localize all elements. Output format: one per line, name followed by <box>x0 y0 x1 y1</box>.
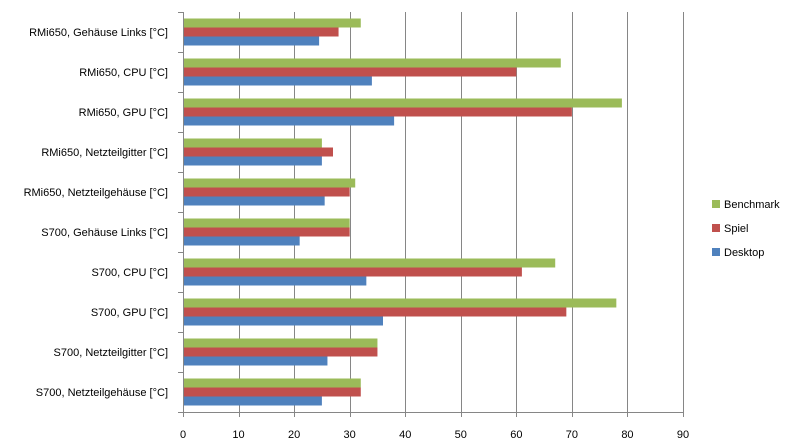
category-label: RMi650, Netzteilgitter [°C] <box>41 147 168 159</box>
legend-swatch-benchmark <box>712 200 720 208</box>
bar-spiel-6 <box>183 267 522 277</box>
bar-desktop-2 <box>183 116 395 126</box>
category-label: RMi650, GPU [°C] <box>79 107 168 119</box>
bar-desktop-4 <box>183 196 325 206</box>
legend: Benchmark Spiel Desktop <box>712 199 780 259</box>
bar-desktop-5 <box>183 236 300 246</box>
legend-label-spiel: Spiel <box>724 223 748 235</box>
category-label: RMi650, Gehäuse Links [°C] <box>29 27 168 39</box>
tick-labels: 0 10 20 30 40 50 60 70 80 90 <box>180 429 689 441</box>
x-tick-label: 10 <box>232 429 244 441</box>
x-tick-label: 0 <box>180 429 186 441</box>
legend-label-desktop: Desktop <box>724 247 764 259</box>
bar-spiel-8 <box>183 347 378 357</box>
bar-desktop-3 <box>183 156 322 166</box>
category-label: RMi650, CPU [°C] <box>79 67 168 79</box>
category-label: RMi650, Netzteilgehäuse [°C] <box>24 187 168 199</box>
category-label: S700, Gehäuse Links [°C] <box>41 227 168 239</box>
bar-spiel-2 <box>183 107 572 117</box>
bar-spiel-9 <box>183 387 361 397</box>
category-label: S700, GPU [°C] <box>91 307 168 319</box>
category-label: S700, Netzteilgehäuse [°C] <box>36 387 168 399</box>
x-tick-label: 60 <box>510 429 522 441</box>
bar-desktop-1 <box>183 76 372 86</box>
bar-spiel-0 <box>183 27 339 37</box>
legend-swatch-spiel <box>712 224 720 232</box>
bar-desktop-8 <box>183 356 328 366</box>
legend-label-benchmark: Benchmark <box>724 199 780 211</box>
bar-benchmark-2 <box>183 98 622 108</box>
x-tick-label: 90 <box>677 429 689 441</box>
bar-spiel-7 <box>183 307 567 317</box>
axes <box>178 12 684 417</box>
x-tick-label: 40 <box>399 429 411 441</box>
bar-benchmark-0 <box>183 18 361 28</box>
bar-benchmark-4 <box>183 178 356 188</box>
bar-desktop-9 <box>183 396 322 406</box>
bar-benchmark-1 <box>183 58 561 68</box>
bar-benchmark-8 <box>183 338 378 348</box>
bar-benchmark-3 <box>183 138 322 148</box>
bar-spiel-4 <box>183 187 350 197</box>
category-label: S700, Netzteilgitter [°C] <box>54 347 168 359</box>
category-label: S700, CPU [°C] <box>91 267 168 279</box>
x-tick-label: 20 <box>288 429 300 441</box>
legend-swatch-desktop <box>712 248 720 256</box>
category-labels: RMi650, Gehäuse Links [°C] RMi650, CPU [°… <box>24 27 168 399</box>
bar-benchmark-6 <box>183 258 556 268</box>
bar-benchmark-9 <box>183 378 361 388</box>
x-tick-label: 70 <box>566 429 578 441</box>
bar-desktop-0 <box>183 36 320 46</box>
bars <box>183 18 622 406</box>
x-tick-label: 30 <box>344 429 356 441</box>
bar-spiel-5 <box>183 227 350 237</box>
bar-spiel-3 <box>183 147 333 157</box>
bar-desktop-6 <box>183 276 367 286</box>
bar-benchmark-7 <box>183 298 617 308</box>
bar-benchmark-5 <box>183 218 350 228</box>
bar-desktop-7 <box>183 316 383 326</box>
x-tick-label: 80 <box>621 429 633 441</box>
bar-spiel-1 <box>183 67 517 77</box>
x-tick-label: 50 <box>455 429 467 441</box>
